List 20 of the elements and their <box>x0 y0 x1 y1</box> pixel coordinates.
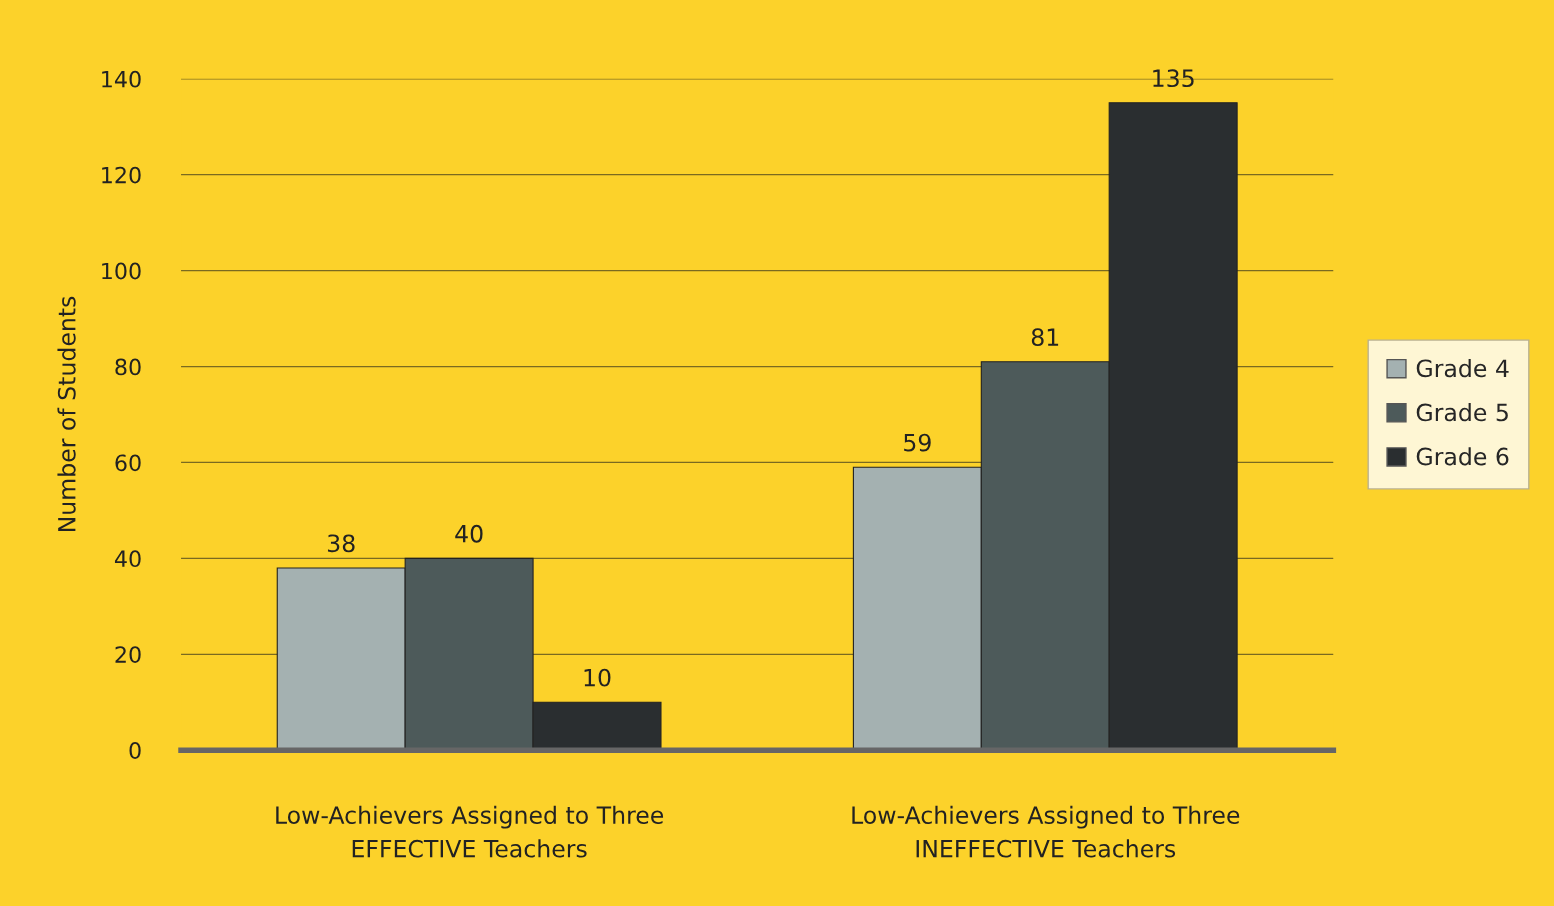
data-label: 81 <box>1031 328 1059 347</box>
y-tick-label: 20 <box>115 646 141 664</box>
x-tick-label: Low-Achievers Assigned to Three INEFFECTIVE Teachers <box>852 805 1240 858</box>
y-tick-label: 80 <box>115 358 141 376</box>
y-axis-title: Number of Students <box>57 296 76 532</box>
legend-label: Grade 5 <box>1416 403 1508 422</box>
data-label: 38 <box>327 534 355 553</box>
x-tick-label: Low-Achievers Assigned to Three EFFECTIVE Teachers <box>276 805 664 858</box>
y-tick-label: 60 <box>115 454 141 472</box>
y-tick-label: 40 <box>114 550 141 568</box>
y-tick-label: 0 <box>129 742 141 759</box>
data-label: 10 <box>584 668 611 687</box>
data-label: 135 <box>1153 69 1194 88</box>
data-label: 59 <box>904 433 931 452</box>
y-tick-label: 100 <box>102 262 141 280</box>
legend-label: Grade 6 <box>1416 447 1509 466</box>
data-label: 40 <box>455 524 483 543</box>
y-tick-label: 120 <box>102 166 141 184</box>
y-tick-label: 140 <box>102 70 141 88</box>
legend-label: Grade 4 <box>1416 358 1509 378</box>
